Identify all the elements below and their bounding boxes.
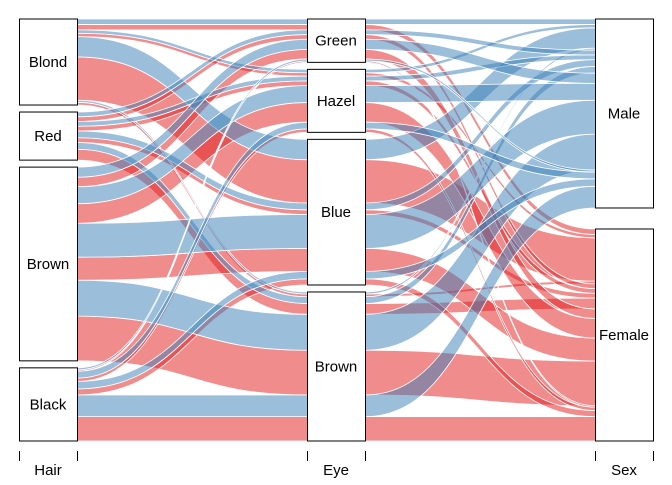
axis-label-eye: Eye	[323, 462, 349, 479]
stratum-label-brown: Brown	[315, 358, 358, 375]
stratum-label-red: Red	[34, 128, 62, 145]
stratum-box-female	[595, 228, 654, 442]
stratum-box-male	[595, 18, 654, 209]
stratum-box-black	[19, 367, 78, 442]
stratum-label-green: Green	[315, 33, 357, 50]
stratum-label-female: Female	[599, 327, 649, 344]
stratum-box-brown	[19, 166, 78, 362]
stratum-label-black: Black	[30, 396, 67, 413]
axis-label-sex: Sex	[611, 462, 637, 479]
stratum-box-brown	[307, 291, 366, 442]
stratum-label-blond: Blond	[29, 54, 67, 71]
stratum-box-green	[307, 18, 366, 63]
stratum-box-blond	[19, 18, 78, 106]
stratum-box-hazel	[307, 68, 366, 133]
stratum-box-blue	[307, 138, 366, 286]
stratum-label-blue: Blue	[321, 204, 351, 221]
strata-layer: Blond Red Brown Black Green Hazel Blue Brown Mal…	[19, 18, 654, 442]
stratum-label-hazel: Hazel	[317, 93, 355, 110]
axis-labels-layer: Hair Eye Sex	[19, 451, 654, 479]
stratum-label-male: Male	[608, 105, 641, 122]
stratum-label-brown: Brown	[27, 256, 70, 273]
stratum-box-red	[19, 111, 78, 161]
axis-label-hair: Hair	[34, 462, 62, 479]
